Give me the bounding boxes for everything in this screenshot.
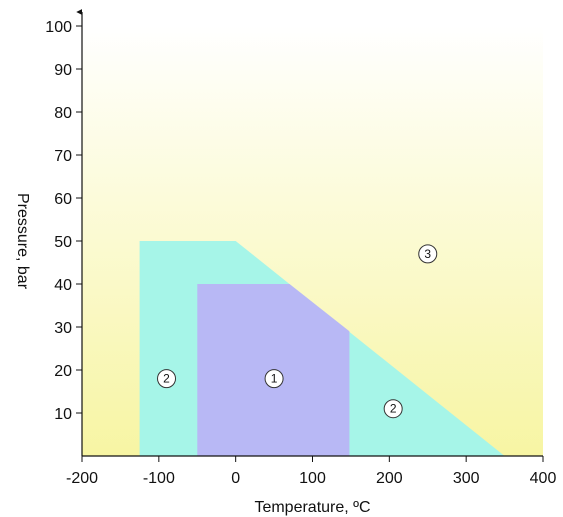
y-tick-label: 60 — [54, 191, 72, 208]
y-tick-label: 80 — [54, 105, 72, 122]
y-tick-label: 100 — [45, 19, 72, 36]
axes-layer: -200 -100 0 100 200 300 400 10 20 30 40 50 60 70 80 90 1… — [45, 9, 557, 487]
region-label-text: 2 — [390, 402, 397, 416]
y-tick-label: 30 — [54, 320, 72, 337]
x-tick-label: 400 — [530, 470, 557, 487]
y-tick-label: 40 — [54, 277, 72, 294]
region-label-circle — [418, 244, 438, 264]
annotation-label-1: 2 — [383, 399, 403, 419]
y-tick-label: 10 — [54, 406, 72, 423]
x-tick-label: 100 — [299, 470, 326, 487]
annotation-label-2: 3 — [418, 244, 438, 264]
y-tick-label: 50 — [54, 234, 72, 251]
region-label-circle — [264, 369, 284, 389]
region-label-text: 1 — [271, 372, 278, 386]
region-2-label: 1 — [264, 369, 284, 389]
region-label-text: 3 — [424, 247, 431, 261]
x-tick-label: -200 — [66, 470, 98, 487]
region-label-circle — [383, 399, 403, 419]
x-axis-title: Temperature, ºC — [254, 499, 370, 516]
x-tick-label: 300 — [453, 470, 480, 487]
y-axis-title: Pressure, bar — [14, 193, 31, 290]
labels-layer: 2 1 2 3 — [157, 244, 438, 419]
y-tick-label: 90 — [54, 62, 72, 79]
region-label-text: 2 — [163, 372, 170, 386]
region-1-label: 2 — [157, 369, 177, 389]
x-tick-label: -100 — [143, 470, 175, 487]
y-tick-label: 70 — [54, 148, 72, 165]
y-tick-label: 20 — [54, 363, 72, 380]
region-label-circle — [157, 369, 177, 389]
x-tick-label: 200 — [376, 470, 403, 487]
x-tick-label: 0 — [231, 470, 240, 487]
